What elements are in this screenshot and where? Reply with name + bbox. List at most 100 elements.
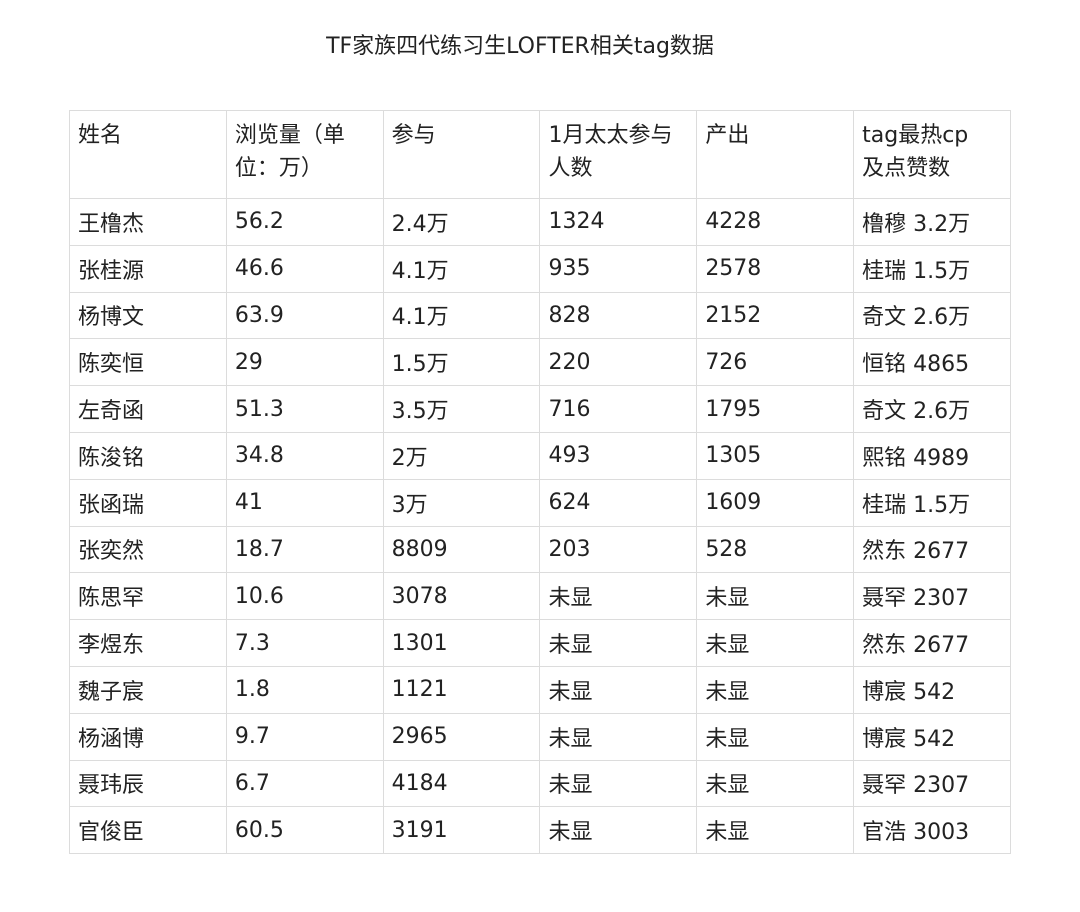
- table-cell: 935: [539, 244, 698, 293]
- table-cell: 9.7: [225, 712, 384, 761]
- table-cell: 李煜东: [69, 619, 227, 667]
- table-cell: 恒铭 4865: [853, 338, 1011, 387]
- table-cell: 桂瑞 1.5万: [853, 478, 1011, 527]
- table-cell: 1795: [696, 385, 855, 433]
- table-cell: 2578: [696, 244, 855, 293]
- table-cell: 1609: [696, 478, 855, 527]
- table-cell: 陈思罕: [69, 572, 227, 621]
- table-cell: 陈浚铭: [69, 431, 227, 480]
- table-cell: 张函瑞: [69, 478, 227, 527]
- title: TF家族四代练习生LOFTER相关tag数据: [326, 34, 714, 59]
- table-cell: 聂罕 2307: [853, 759, 1011, 808]
- table-cell: 60.5: [225, 806, 384, 855]
- table-cell: 橹穆 3.2万: [853, 198, 1011, 246]
- table-cell: 桂瑞 1.5万: [853, 244, 1011, 293]
- table-cell: 然东 2677: [853, 619, 1011, 667]
- table-row: 杨博文 63.9 4.1万 828 2152 奇文 2.6万: [69, 291, 1011, 340]
- table-cell: 1301: [382, 619, 541, 667]
- table-cell: 1.8: [225, 665, 384, 714]
- header-line: 1月太太参与: [548, 123, 673, 148]
- data-table: 姓名 浏览量（单 位：万） 参与 1月太太参与 人数 产出 tag最热cp 及点赞数 王橹杰 56…: [69, 110, 1011, 855]
- table-cell: 716: [539, 385, 698, 433]
- table-row: 张函瑞 41 3万 624 1609 桂瑞 1.5万: [69, 478, 1011, 527]
- table-cell: 未显: [696, 759, 855, 808]
- table-cell: 8809: [382, 525, 541, 574]
- table-cell: 3万: [382, 478, 541, 527]
- table-cell: 王橹杰: [69, 198, 227, 246]
- table-cell: 杨博文: [69, 291, 227, 340]
- table-cell: 奇文 2.6万: [853, 385, 1011, 433]
- table-row: 官俊臣 60.5 3191 未显 未显 官浩 3003: [69, 806, 1011, 855]
- header-line: 位：万）: [234, 156, 323, 181]
- header-cell: 参与: [382, 110, 541, 199]
- table-cell: 2.4万: [382, 198, 541, 246]
- table-cell: 未显: [539, 712, 698, 761]
- table-row: 杨涵博 9.7 2965 未显 未显 博宸 542: [69, 712, 1011, 761]
- table-row: 左奇函 51.3 3.5万 716 1795 奇文 2.6万: [69, 385, 1011, 433]
- table-cell: 熙铭 4989: [853, 431, 1011, 480]
- table-cell: 624: [539, 478, 698, 527]
- header-line: 产出: [705, 123, 750, 148]
- table-row: 张奕然 18.7 8809 203 528 然东 2677: [69, 525, 1011, 574]
- header-row: 姓名 浏览量（单 位：万） 参与 1月太太参与 人数 产出 tag最热cp 及点赞数: [69, 110, 1011, 199]
- table-cell: 聂玮辰: [69, 759, 227, 808]
- table-cell: 63.9: [225, 291, 384, 340]
- table-cell: 2万: [382, 431, 541, 480]
- table-cell: 未显: [539, 759, 698, 808]
- table-cell: 未显: [539, 572, 698, 621]
- table-cell: 46.6: [225, 244, 384, 293]
- table-cell: 7.3: [225, 619, 384, 667]
- table-row: 陈浚铭 34.8 2万 493 1305 熙铭 4989: [69, 431, 1011, 480]
- table-cell: 博宸 542: [853, 665, 1011, 714]
- table-cell: 张奕然: [69, 525, 227, 574]
- table-cell: 4228: [696, 198, 855, 246]
- table-cell: 未显: [696, 619, 855, 667]
- header-line: 姓名: [78, 123, 123, 148]
- table-cell: 杨涵博: [69, 712, 227, 761]
- table-cell: 未显: [539, 665, 698, 714]
- table-cell: 未显: [539, 806, 698, 855]
- table-cell: 528: [696, 525, 855, 574]
- table-cell: 34.8: [225, 431, 384, 480]
- table-row: 张桂源 46.6 4.1万 935 2578 桂瑞 1.5万: [69, 244, 1011, 293]
- header-cell: 浏览量（单位：万）: [225, 110, 384, 199]
- table-cell: 1121: [382, 665, 541, 714]
- table-cell: 陈奕恒: [69, 338, 227, 387]
- table-cell: 未显: [539, 619, 698, 667]
- table-cell: 56.2: [225, 198, 384, 246]
- table-cell: 220: [539, 338, 698, 387]
- table-cell: 1305: [696, 431, 855, 480]
- table-cell: 726: [696, 338, 855, 387]
- header-line: 浏览量（单: [234, 123, 345, 148]
- table-cell: 未显: [696, 572, 855, 621]
- table-cell: 29: [225, 338, 384, 387]
- table-cell: 未显: [696, 665, 855, 714]
- header-line: 人数: [548, 156, 593, 181]
- table-cell: 3.5万: [382, 385, 541, 433]
- table-cell: 1324: [539, 198, 698, 246]
- table-row: 李煜东 7.3 1301 未显 未显 然东 2677: [69, 619, 1011, 667]
- header-line: 参与: [391, 123, 436, 148]
- table-cell: 2152: [696, 291, 855, 340]
- header-cell: 姓名: [69, 110, 227, 199]
- table-cell: 3191: [382, 806, 541, 855]
- header-line: 及点赞数: [862, 156, 951, 181]
- table-cell: 4.1万: [382, 244, 541, 293]
- table-row: 陈思罕 10.6 3078 未显 未显 聂罕 2307: [69, 572, 1011, 621]
- table-cell: 官俊臣: [69, 806, 227, 855]
- table-cell: 828: [539, 291, 698, 340]
- table-cell: 3078: [382, 572, 541, 621]
- table-cell: 10.6: [225, 572, 384, 621]
- table-cell: 奇文 2.6万: [853, 291, 1011, 340]
- table-cell: 2965: [382, 712, 541, 761]
- header-cell: tag最热cp 及点赞数: [853, 110, 1011, 199]
- table-cell: 51.3: [225, 385, 384, 433]
- table-cell: 未显: [696, 806, 855, 855]
- table-cell: 4184: [382, 759, 541, 808]
- table-body: 王橹杰 56.2 2.4万 1324 4228 橹穆 3.2万 张桂源 46.6 4.1万 935…: [69, 198, 1011, 855]
- table-cell: 未显: [696, 712, 855, 761]
- header-cell: 1月太太参与 人数: [539, 110, 698, 199]
- table-cell: 1.5万: [382, 338, 541, 387]
- table-row: 魏子宸 1.8 1121 未显 未显 博宸 542: [69, 665, 1011, 714]
